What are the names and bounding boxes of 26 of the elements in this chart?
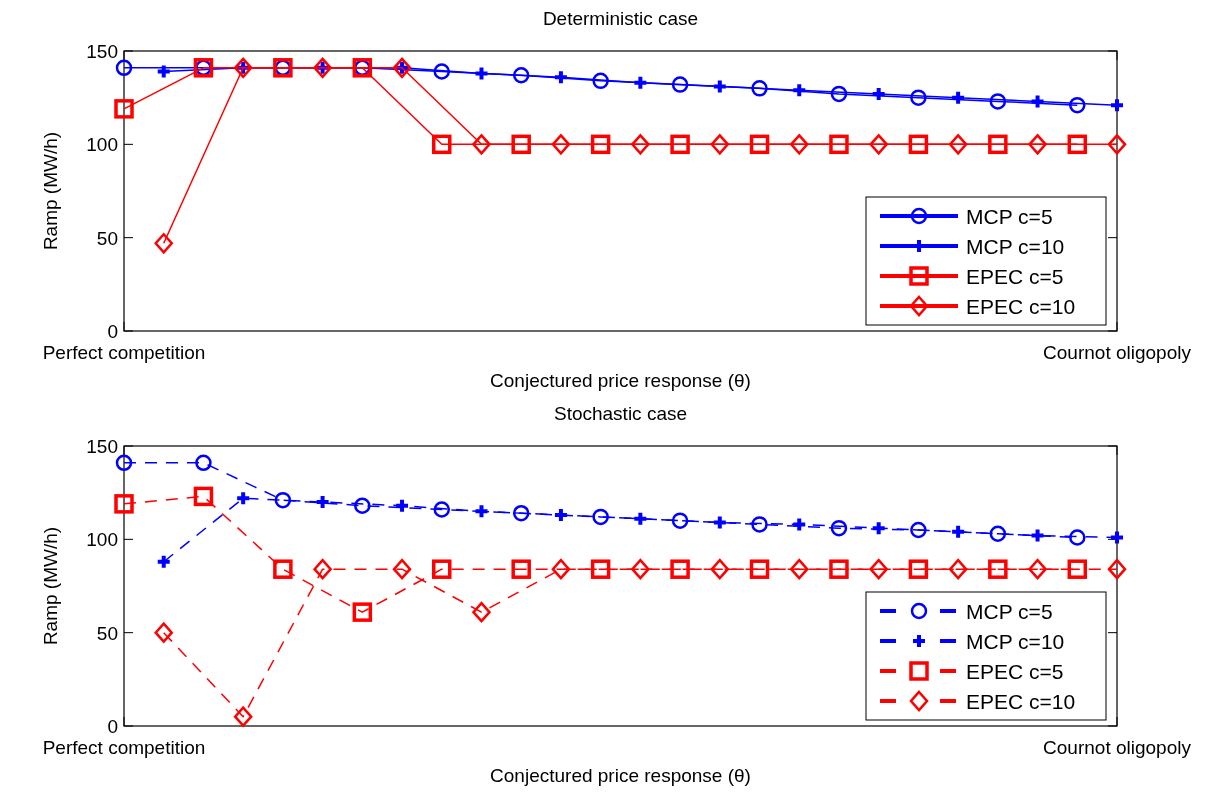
legend-label: EPEC c=10 <box>966 690 1076 713</box>
y-axis-title: Ramp (MW/h) <box>40 131 61 251</box>
x-tick-label: Cournot oligopoly <box>1043 342 1192 363</box>
x-tick-label: Perfect competition <box>42 342 206 363</box>
y-axis-title: Ramp (MW/h) <box>40 526 61 646</box>
y-tick-label: 50 <box>96 622 118 644</box>
y-tick-label: 50 <box>96 227 118 249</box>
chart-title: Deterministic case <box>542 8 699 29</box>
legend-label: EPEC c=10 <box>966 295 1076 318</box>
y-tick-label: 150 <box>86 436 118 457</box>
x-axis-title: Conjectured price response (θ) <box>490 370 751 391</box>
legend-label: EPEC c=5 <box>966 265 1064 288</box>
legend-label: MCP c=10 <box>966 630 1065 653</box>
legend-label: MCP c=10 <box>966 235 1065 258</box>
legend-label: EPEC c=5 <box>966 660 1064 683</box>
chart-title: Stochastic case <box>553 403 688 424</box>
x-tick-label: Perfect competition <box>42 737 206 758</box>
legend-label: MCP c=5 <box>966 600 1053 623</box>
y-tick-label: 0 <box>107 321 118 342</box>
x-tick-label: Cournot oligopoly <box>1043 737 1192 758</box>
y-tick-label: 0 <box>107 716 118 737</box>
legend-label: MCP c=5 <box>966 205 1053 228</box>
y-tick-label: 100 <box>86 529 118 551</box>
y-tick-label: 150 <box>86 41 118 62</box>
y-tick-label: 100 <box>86 134 118 156</box>
x-axis-title: Conjectured price response (θ) <box>490 765 751 786</box>
